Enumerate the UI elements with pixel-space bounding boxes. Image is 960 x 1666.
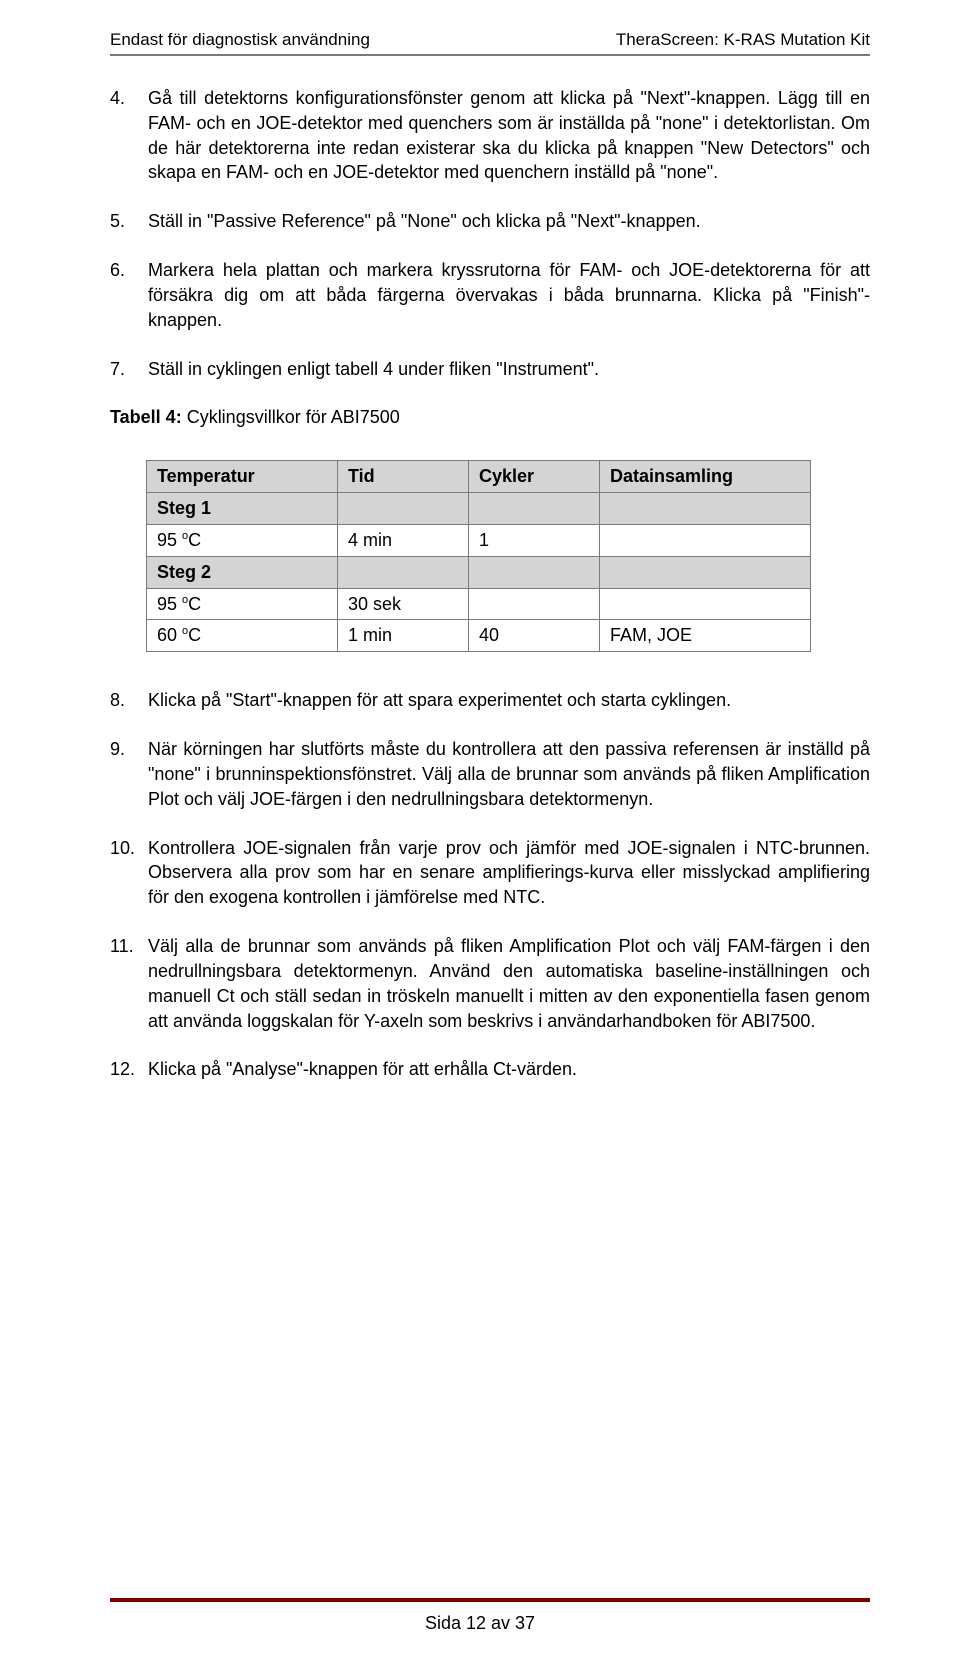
table-cell: [600, 588, 811, 620]
table-cell: [600, 493, 811, 525]
table-cell: Steg 1: [147, 493, 338, 525]
list-item-number: 6.: [110, 258, 148, 332]
table-cell: Steg 2: [147, 556, 338, 588]
table-caption-rest: Cyklingsvillkor för ABI7500: [182, 407, 400, 427]
table-header-cell: Temperatur: [147, 461, 338, 493]
table-cell: [600, 524, 811, 556]
table-cell: [600, 556, 811, 588]
header-left: Endast för diagnostisk användning: [110, 30, 370, 50]
list-item-number: 4.: [110, 86, 148, 185]
list-item-text: Välj alla de brunnar som används på flik…: [148, 934, 870, 1033]
list-item-text: Ställ in cyklingen enligt tabell 4 under…: [148, 357, 870, 382]
table-cell: 30 sek: [338, 588, 469, 620]
table-cell: [338, 493, 469, 525]
table-row: Steg 1: [147, 493, 811, 525]
table-cell: 60 oC: [147, 620, 338, 652]
list-item: 11.Välj alla de brunnar som används på f…: [110, 934, 870, 1033]
page-header: Endast för diagnostisk användning TheraS…: [110, 30, 870, 56]
table-caption-bold: Tabell 4:: [110, 407, 182, 427]
table-cell: [469, 588, 600, 620]
table-cell: FAM, JOE: [600, 620, 811, 652]
list-item: 12.Klicka på "Analyse"-knappen för att e…: [110, 1057, 870, 1082]
list-item-number: 8.: [110, 688, 148, 713]
list-item: 9.När körningen har slutförts måste du k…: [110, 737, 870, 811]
footer-page-number: Sida 12 av 37: [0, 1613, 960, 1634]
table-row: 95 oC30 sek: [147, 588, 811, 620]
table-caption: Tabell 4: Cyklingsvillkor för ABI7500: [110, 405, 870, 430]
list-item-text: Ställ in "Passive Reference" på "None" o…: [148, 209, 870, 234]
list-item-number: 10.: [110, 836, 148, 910]
table-row: 60 oC1 min40FAM, JOE: [147, 620, 811, 652]
list-item-text: När körningen har slutförts måste du kon…: [148, 737, 870, 811]
list-item-number: 5.: [110, 209, 148, 234]
table-row: 95 oC4 min1: [147, 524, 811, 556]
list-item: 7.Ställ in cyklingen enligt tabell 4 und…: [110, 357, 870, 382]
list-item-number: 9.: [110, 737, 148, 811]
table-cell: [469, 556, 600, 588]
table-cell: [338, 556, 469, 588]
list-item-text: Klicka på "Analyse"-knappen för att erhå…: [148, 1057, 870, 1082]
list-item-text: Gå till detektorns konfigurationsfönster…: [148, 86, 870, 185]
list-item: 5.Ställ in "Passive Reference" på "None"…: [110, 209, 870, 234]
body-content: 4.Gå till detektorns konfigurationsfönst…: [110, 86, 870, 1082]
table-cell: 95 oC: [147, 588, 338, 620]
table-header-cell: Cykler: [469, 461, 600, 493]
list-item-text: Kontrollera JOE-signalen från varje prov…: [148, 836, 870, 910]
table-cell: 95 oC: [147, 524, 338, 556]
list-item: 10.Kontrollera JOE-signalen från varje p…: [110, 836, 870, 910]
list-item-number: 7.: [110, 357, 148, 382]
header-right: TheraScreen: K-RAS Mutation Kit: [616, 30, 870, 50]
list-item-text: Klicka på "Start"-knappen för att spara …: [148, 688, 870, 713]
list-item-text: Markera hela plattan och markera kryssru…: [148, 258, 870, 332]
table-header-row: Temperatur Tid Cykler Datainsamling: [147, 461, 811, 493]
table-row: Steg 2: [147, 556, 811, 588]
table-cell: 1 min: [338, 620, 469, 652]
list-item-number: 11.: [110, 934, 148, 1033]
table-cell: [469, 493, 600, 525]
table-cell: 40: [469, 620, 600, 652]
list-item-number: 12.: [110, 1057, 148, 1082]
list-item: 6.Markera hela plattan och markera kryss…: [110, 258, 870, 332]
list-item: 8.Klicka på "Start"-knappen för att spar…: [110, 688, 870, 713]
table-header-cell: Datainsamling: [600, 461, 811, 493]
table-cell: 1: [469, 524, 600, 556]
table-header-cell: Tid: [338, 461, 469, 493]
list-item: 4.Gå till detektorns konfigurationsfönst…: [110, 86, 870, 185]
footer-divider: [110, 1598, 870, 1602]
cycling-table: Temperatur Tid Cykler Datainsamling Steg…: [146, 460, 811, 652]
table-cell: 4 min: [338, 524, 469, 556]
